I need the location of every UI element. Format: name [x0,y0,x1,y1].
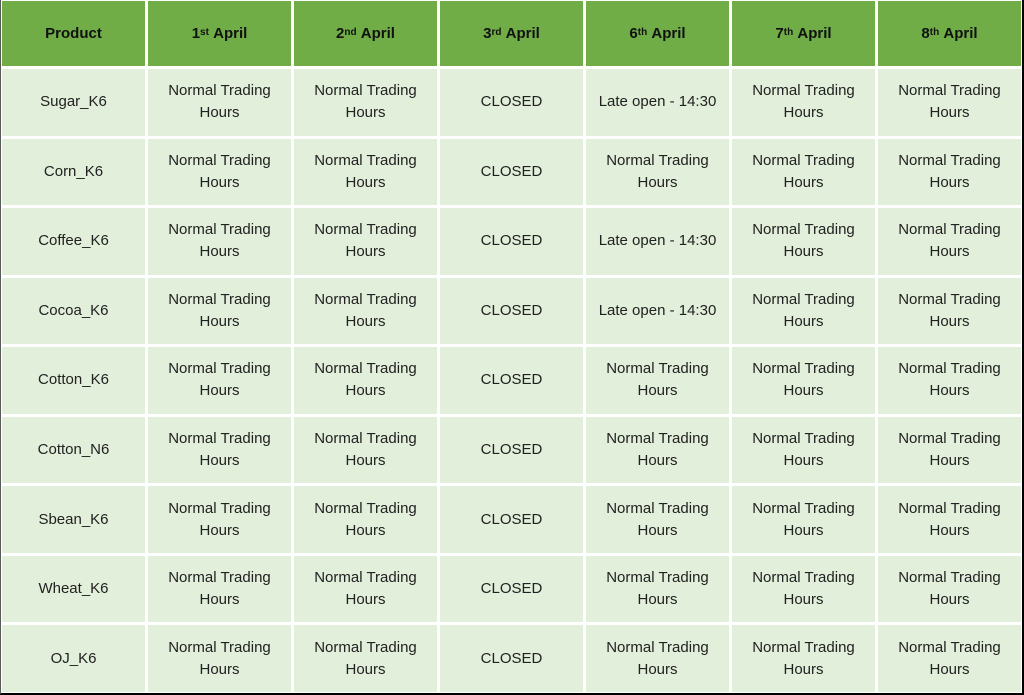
schedule-cell: Normal Trading Hours [732,69,875,136]
schedule-cell: Normal Trading Hours [878,69,1021,136]
product-cell: OJ_K6 [2,625,145,692]
schedule-cell: Normal Trading Hours [294,69,437,136]
schedule-cell: Normal Trading Hours [878,416,1021,484]
header-day: 1 [191,25,201,42]
schedule-cell: Normal Trading Hours [586,138,729,206]
schedule-cell: Late open - 14:30 [586,277,729,345]
schedule-cell: Normal Trading Hours [148,208,291,275]
schedule-cell: Normal Trading Hours [148,416,291,484]
schedule-cell: Normal Trading Hours [732,416,875,484]
schedule-cell: CLOSED [440,347,583,414]
schedule-cell: Normal Trading Hours [586,347,729,414]
schedule-cell: Normal Trading Hours [294,416,437,484]
schedule-cell: CLOSED [440,555,583,623]
header-day: 8 [921,25,930,42]
schedule-cell: CLOSED [440,208,583,275]
schedule-cell: Normal Trading Hours [148,555,291,623]
column-header-product: Product [2,1,145,66]
product-cell: Cotton_N6 [2,416,145,484]
product-cell: Cocoa_K6 [2,277,145,345]
column-header-label: Product [45,25,102,42]
schedule-cell: Normal Trading Hours [148,347,291,414]
schedule-cell: CLOSED [440,277,583,345]
header-month: April [797,25,832,42]
schedule-cell: Normal Trading Hours [294,486,437,553]
schedule-cell: Normal Trading Hours [586,416,729,484]
schedule-cell: Normal Trading Hours [294,625,437,692]
schedule-cell: Normal Trading Hours [148,486,291,553]
header-day: 7 [775,25,784,42]
header-month: April [360,25,395,42]
schedule-cell: Normal Trading Hours [878,486,1021,553]
schedule-cell: Normal Trading Hours [732,555,875,623]
schedule-cell: Normal Trading Hours [732,208,875,275]
schedule-cell: Normal Trading Hours [148,277,291,345]
schedule-cell: Normal Trading Hours [586,486,729,553]
schedule-cell: CLOSED [440,486,583,553]
header-month: April [651,25,686,42]
schedule-cell: Normal Trading Hours [878,555,1021,623]
schedule-cell: Normal Trading Hours [878,347,1021,414]
schedule-cell: Normal Trading Hours [732,625,875,692]
product-cell: Corn_K6 [2,138,145,206]
schedule-cell: CLOSED [440,69,583,136]
header-day: 2 [336,25,345,42]
schedule-cell: Normal Trading Hours [586,555,729,623]
product-cell: Sbean_K6 [2,486,145,553]
header-day: 6 [629,25,638,42]
product-cell: Wheat_K6 [2,555,145,623]
schedule-cell: Normal Trading Hours [148,138,291,206]
schedule-cell: Normal Trading Hours [732,486,875,553]
schedule-cell: Normal Trading Hours [732,277,875,345]
schedule-cell: Normal Trading Hours [294,555,437,623]
schedule-cell: Normal Trading Hours [294,277,437,345]
schedule-cell: Normal Trading Hours [732,347,875,414]
schedule-cell: Late open - 14:30 [586,208,729,275]
header-month: April [505,25,540,42]
schedule-cell: Normal Trading Hours [878,138,1021,206]
schedule-cell: Normal Trading Hours [294,347,437,414]
header-day: 3 [483,25,492,42]
header-month: April [943,25,978,42]
header-month: April [213,25,248,42]
schedule-cell: Normal Trading Hours [148,625,291,692]
schedule-cell: Normal Trading Hours [586,625,729,692]
schedule-cell: Normal Trading Hours [294,138,437,206]
schedule-cell: Normal Trading Hours [294,208,437,275]
schedule-cell: CLOSED [440,138,583,206]
schedule-cell: Late open - 14:30 [586,69,729,136]
schedule-cell: Normal Trading Hours [732,138,875,206]
schedule-cell: CLOSED [440,625,583,692]
product-cell: Cotton_K6 [2,347,145,414]
product-cell: Coffee_K6 [2,208,145,275]
product-cell: Sugar_K6 [2,69,145,136]
schedule-cell: CLOSED [440,416,583,484]
schedule-cell: Normal Trading Hours [148,69,291,136]
schedule-cell: Normal Trading Hours [878,208,1021,275]
schedule-cell: Normal Trading Hours [878,625,1021,692]
schedule-cell: Normal Trading Hours [878,277,1021,345]
